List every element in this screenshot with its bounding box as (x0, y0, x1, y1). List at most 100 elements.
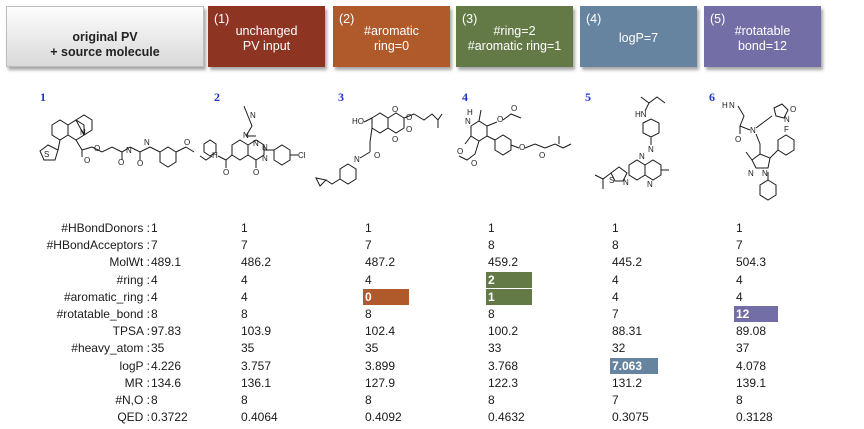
atom-label: O (539, 151, 545, 160)
atom-label: N (262, 143, 268, 152)
atom-label: O (471, 159, 477, 168)
header-line: + source molecule (50, 45, 160, 59)
header-line: #aromatic (364, 24, 419, 38)
atom-label: N (647, 180, 653, 189)
atom-label: O (137, 159, 143, 168)
table-cell: 139.1 (736, 375, 767, 390)
header-original-pv: original PV + source molecule (6, 6, 204, 67)
property-label: logP : (119, 358, 150, 373)
property-label: #HBondDonors : (61, 221, 150, 235)
table-cell: 100.2 (488, 324, 519, 339)
atom-label: O (223, 168, 229, 177)
table-cell: 4 (736, 289, 743, 304)
property-label: #ring : (116, 272, 150, 287)
table-cell: 127.9 (365, 375, 396, 390)
header-line: bond=12 (737, 39, 787, 53)
table-cell: 136.1 (241, 375, 272, 390)
atom-label: N (639, 152, 645, 161)
atom-label: N (253, 139, 259, 148)
table-cell: 1 (151, 221, 158, 235)
atom-label: O (392, 105, 398, 114)
table-cell: 0.3722 (151, 410, 188, 425)
table-cell: 102.4 (365, 324, 396, 339)
atom-label: H (212, 151, 218, 160)
header-line: #ring=2 (493, 24, 536, 38)
table-cell: 4 (365, 272, 372, 287)
atom-label: O (457, 147, 463, 156)
table-cell: 0.4632 (488, 410, 525, 425)
atom-label: N (465, 117, 471, 126)
table-cell: 4 (151, 289, 158, 304)
atom-label: O (406, 113, 412, 122)
atom-label: O (406, 125, 412, 134)
table-cell: 489.1 (151, 255, 182, 270)
header-line: PV input (242, 39, 291, 53)
table-cell: 8 (151, 307, 158, 321)
molecule-structure-5: HN N N S N N (585, 95, 700, 215)
header-unchanged: (1) unchanged PV input (208, 6, 325, 67)
table-cell: 8 (241, 307, 248, 321)
molecule-index: 6 (709, 90, 715, 104)
table-cell: 486.2 (241, 255, 272, 270)
atom-label: O (84, 156, 90, 165)
highlighted-cell: 2 (486, 271, 532, 288)
atom-label: N (784, 115, 790, 124)
table-cell: 0.4092 (365, 410, 402, 425)
table-cell: 7 (241, 238, 248, 253)
atom-label: HO (352, 117, 364, 126)
atom-label: Cl (298, 151, 306, 160)
property-label: #N,O : (115, 393, 150, 407)
table-cell: 0.3075 (612, 410, 649, 425)
table-cell: 35 (365, 341, 379, 356)
table-cell: 0.3128 (736, 410, 773, 425)
table-cell: 35 (151, 341, 165, 356)
atom-label: H (467, 108, 473, 117)
atom-label: O (511, 104, 517, 113)
header-rotatable-bond: (5) #rotatable bond=12 (704, 6, 821, 67)
table-cell: 4.226 (151, 358, 182, 373)
property-label: MR : (124, 375, 150, 390)
atom-label: N (750, 126, 756, 135)
highlighted-cell: 0 (363, 288, 409, 305)
atom-label: O (392, 135, 398, 144)
table-cell: 103.9 (241, 324, 272, 339)
atom-label: H (722, 101, 728, 110)
atom-label: N (623, 178, 629, 187)
header-aromatic-ring: (2) #aromatic ring=0 (333, 6, 450, 67)
table-cell: 8 (241, 393, 248, 407)
table-cell: 8 (488, 393, 495, 407)
table-cell: 33 (488, 341, 502, 356)
table-cell: 445.2 (612, 255, 643, 270)
table-cell: 4 (241, 289, 248, 304)
table-cell: 4 (151, 272, 158, 287)
table-cell: 7 (151, 238, 158, 253)
molecule-index: 5 (585, 90, 591, 104)
table-cell: 1 (365, 221, 372, 235)
property-label: #aromatic_ring : (63, 289, 150, 304)
table-cell: 32 (612, 341, 626, 356)
atom-label: N (250, 111, 256, 120)
table-cell: 35 (241, 341, 255, 356)
highlighted-cell: 12 (734, 306, 778, 322)
table-cell: 122.3 (488, 375, 519, 390)
molecule-index: 1 (40, 90, 46, 104)
table-cell: 134.6 (151, 375, 182, 390)
table-cell: 7 (612, 393, 619, 407)
highlighted-cell: 1 (486, 288, 532, 305)
atom-label: N (262, 154, 268, 163)
header-ring-count: (3) #ring=2 #aromatic ring=1 (456, 6, 573, 67)
atom-label: O (184, 138, 190, 147)
property-label: #HBondAcceptors : (46, 238, 150, 253)
header-line: logP=7 (618, 31, 659, 45)
atom-label: O (374, 151, 380, 160)
table-cell: 8 (612, 238, 619, 253)
header-line: #aromatic ring=1 (467, 39, 562, 53)
table-cell: 7 (365, 238, 372, 253)
property-label: #rotatable_bond : (56, 307, 150, 321)
atom-label: O (497, 115, 503, 124)
table-cell: 8 (365, 393, 372, 407)
table-cell: 8 (488, 238, 495, 253)
table-cell: 4.078 (736, 358, 767, 373)
molecule-structure-3: HO O O O O O N (315, 102, 460, 197)
atom-label: O (735, 135, 741, 144)
